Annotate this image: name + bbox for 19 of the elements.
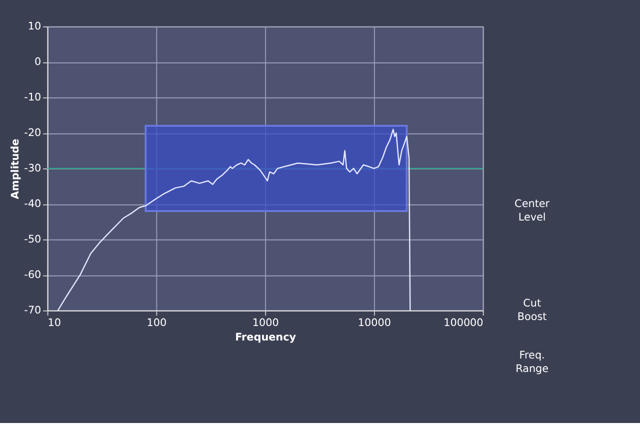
y-tick-label: -70	[24, 304, 42, 317]
text: Cut Boost	[517, 298, 547, 323]
x-tick-label: 1000	[252, 317, 279, 330]
y-tick-label: -20	[24, 127, 42, 140]
x-tick-label: 10000	[358, 317, 391, 330]
y-tick-label: -40	[24, 198, 42, 210]
y-axis-title: Amplitude	[9, 138, 22, 200]
x-axis-title: Frequency	[235, 331, 296, 344]
y-tick-label: -30	[24, 162, 42, 175]
x-tick-label: 100000	[444, 317, 484, 330]
y-tick-label: 0	[34, 56, 42, 68]
y-tick-label: -60	[24, 269, 42, 282]
y-tick-label: -10	[24, 92, 42, 104]
x-tick-label: 100	[146, 317, 167, 330]
text: Freq. Range	[516, 350, 549, 375]
text: Center Level	[514, 198, 550, 224]
x-tick-label: 10	[48, 317, 62, 330]
y-tick-label: 10	[28, 20, 42, 33]
y-tick-label: -50	[24, 234, 42, 246]
